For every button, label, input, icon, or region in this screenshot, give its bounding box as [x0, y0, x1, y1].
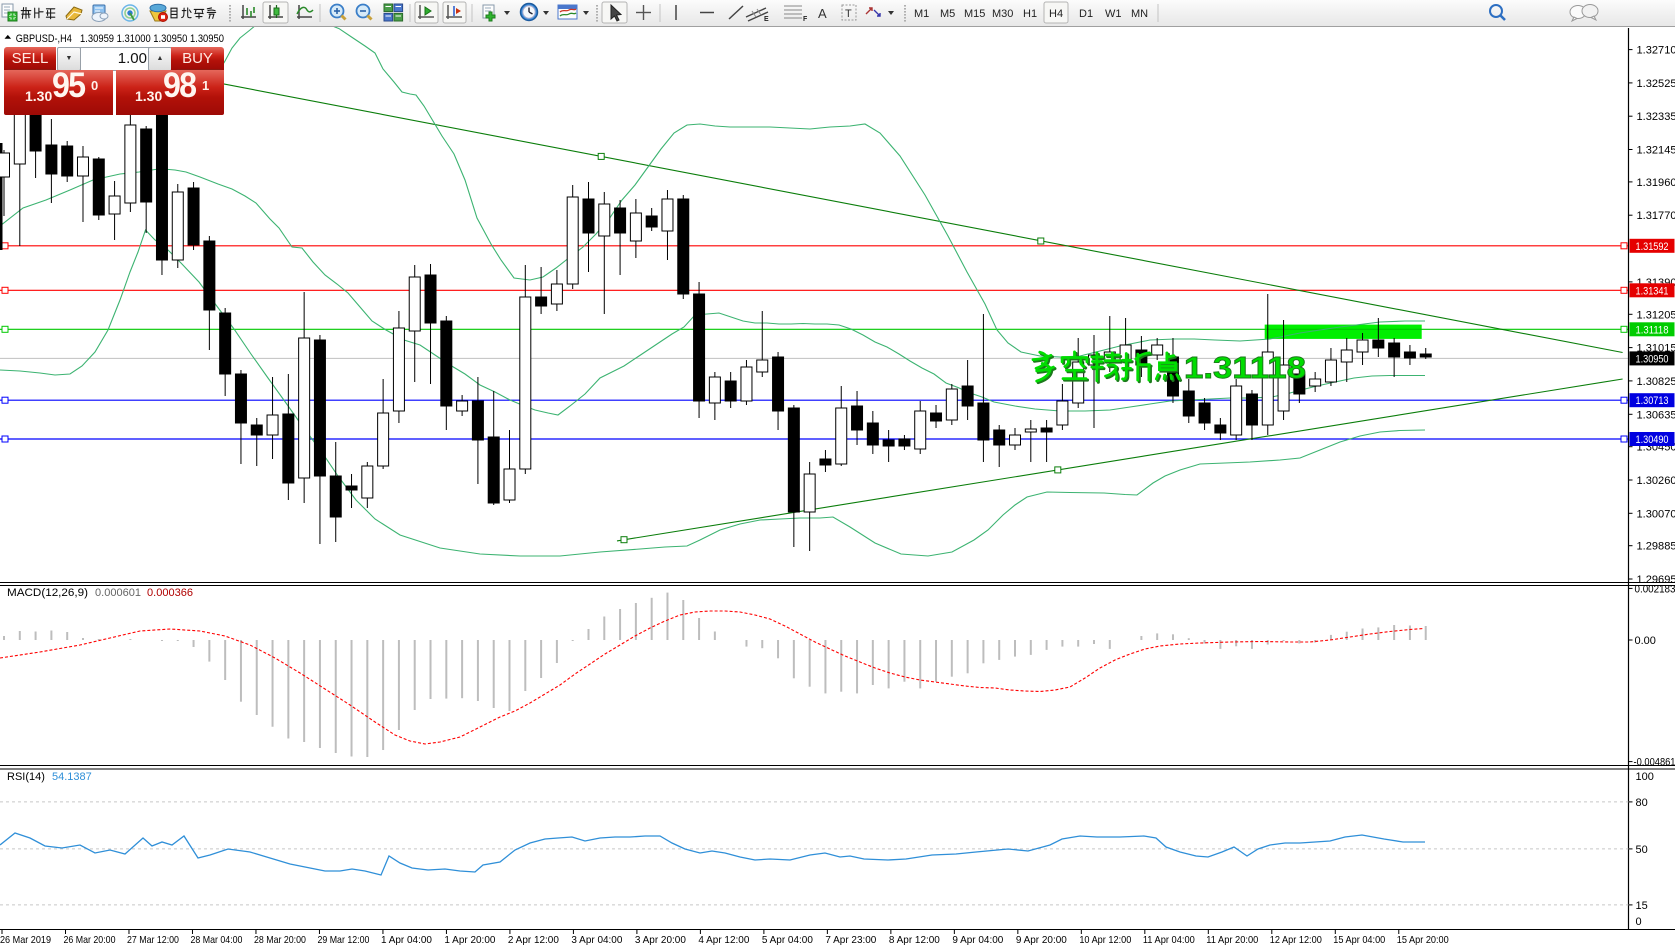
svg-text:27 Mar 12:00: 27 Mar 12:00 [127, 934, 179, 946]
svg-text:1.32145: 1.32145 [1637, 145, 1675, 157]
svg-text:1.32710: 1.32710 [1637, 45, 1675, 57]
svg-text:28 Mar 04:00: 28 Mar 04:00 [190, 934, 242, 946]
svg-text:1.30713: 1.30713 [1636, 395, 1669, 407]
svg-text:10 Apr 12:00: 10 Apr 12:00 [1079, 934, 1131, 946]
svg-text:15 Apr 20:00: 15 Apr 20:00 [1397, 934, 1449, 946]
svg-text:H4: H4 [1049, 8, 1063, 20]
svg-text:1.29885: 1.29885 [1637, 541, 1675, 553]
svg-text:11 Apr 20:00: 11 Apr 20:00 [1206, 934, 1258, 946]
svg-text:1 Apr 04:00: 1 Apr 04:00 [381, 934, 432, 946]
svg-text:15 Apr 04:00: 15 Apr 04:00 [1333, 934, 1385, 946]
svg-text:80: 80 [1636, 797, 1648, 809]
svg-text:15: 15 [1636, 900, 1648, 912]
svg-text:11 Apr 04:00: 11 Apr 04:00 [1143, 934, 1195, 946]
svg-text:0.000601: 0.000601 [95, 587, 141, 599]
svg-text:100: 100 [1636, 771, 1654, 783]
svg-text:H1: H1 [1023, 8, 1037, 20]
svg-text:12 Apr 12:00: 12 Apr 12:00 [1270, 934, 1322, 946]
svg-text:RSI(14): RSI(14) [7, 771, 45, 783]
svg-text:1.30950: 1.30950 [1636, 353, 1669, 365]
svg-text:1.31205: 1.31205 [1637, 309, 1675, 321]
svg-text:1.32335: 1.32335 [1637, 111, 1675, 123]
svg-text:M1: M1 [914, 8, 929, 20]
svg-text:-0.004861: -0.004861 [1634, 757, 1675, 769]
svg-text:0.00: 0.00 [1635, 635, 1656, 647]
svg-text:M15: M15 [964, 8, 985, 20]
svg-text:54.1387: 54.1387 [52, 771, 92, 783]
svg-text:W1: W1 [1105, 8, 1122, 20]
svg-text:F: F [803, 16, 808, 23]
svg-text:29 Mar 12:00: 29 Mar 12:00 [317, 934, 369, 946]
svg-text:26 Mar 2019: 26 Mar 2019 [0, 934, 51, 946]
svg-text:9 Apr 20:00: 9 Apr 20:00 [1016, 934, 1067, 946]
svg-text:1.31341: 1.31341 [1636, 285, 1669, 297]
svg-text:1.30635: 1.30635 [1637, 409, 1675, 421]
svg-text:26 Mar 20:00: 26 Mar 20:00 [63, 934, 115, 946]
svg-text:1.30490: 1.30490 [1636, 434, 1669, 446]
svg-text:A: A [818, 6, 827, 21]
svg-text:50: 50 [1636, 844, 1648, 856]
svg-text:1.31118: 1.31118 [1184, 350, 1306, 385]
svg-text:MN: MN [1131, 8, 1148, 20]
svg-text:M5: M5 [940, 8, 955, 20]
svg-text:28 Mar 20:00: 28 Mar 20:00 [254, 934, 306, 946]
svg-text:8 Apr 12:00: 8 Apr 12:00 [889, 934, 940, 946]
svg-text:3 Apr 20:00: 3 Apr 20:00 [635, 934, 686, 946]
svg-text:0.000366: 0.000366 [147, 587, 193, 599]
svg-text:1.32525: 1.32525 [1637, 78, 1675, 90]
svg-text:5 Apr 04:00: 5 Apr 04:00 [762, 934, 813, 946]
svg-text:2 Apr 12:00: 2 Apr 12:00 [508, 934, 559, 946]
svg-text:1.30825: 1.30825 [1637, 376, 1675, 388]
svg-text:1.31770: 1.31770 [1637, 210, 1675, 222]
svg-text:3 Apr 04:00: 3 Apr 04:00 [571, 934, 622, 946]
svg-text:E: E [764, 16, 769, 23]
svg-text:1 Apr 20:00: 1 Apr 20:00 [444, 934, 495, 946]
svg-text:1.30260: 1.30260 [1637, 475, 1675, 487]
svg-text:1.30959 1.31000 1.30950 1.3095: 1.30959 1.31000 1.30950 1.30950 [80, 33, 224, 45]
svg-text:MACD(12,26,9): MACD(12,26,9) [7, 587, 88, 599]
svg-text:0.002183: 0.002183 [1635, 583, 1675, 595]
svg-text:9 Apr 04:00: 9 Apr 04:00 [952, 934, 1003, 946]
svg-text:1.31960: 1.31960 [1637, 177, 1675, 189]
svg-text:1.31118: 1.31118 [1636, 324, 1669, 336]
svg-text:7 Apr 23:00: 7 Apr 23:00 [825, 934, 876, 946]
svg-text:4 Apr 12:00: 4 Apr 12:00 [698, 934, 749, 946]
svg-text:1.30070: 1.30070 [1637, 508, 1675, 520]
svg-text:D1: D1 [1079, 8, 1093, 20]
svg-text:1.29695: 1.29695 [1637, 574, 1675, 586]
svg-text:M30: M30 [992, 8, 1013, 20]
svg-text:GBPUSD-,H4: GBPUSD-,H4 [16, 33, 72, 45]
svg-text:0: 0 [1636, 916, 1642, 928]
svg-text:T: T [845, 8, 852, 20]
svg-text:1.31592: 1.31592 [1636, 241, 1669, 253]
